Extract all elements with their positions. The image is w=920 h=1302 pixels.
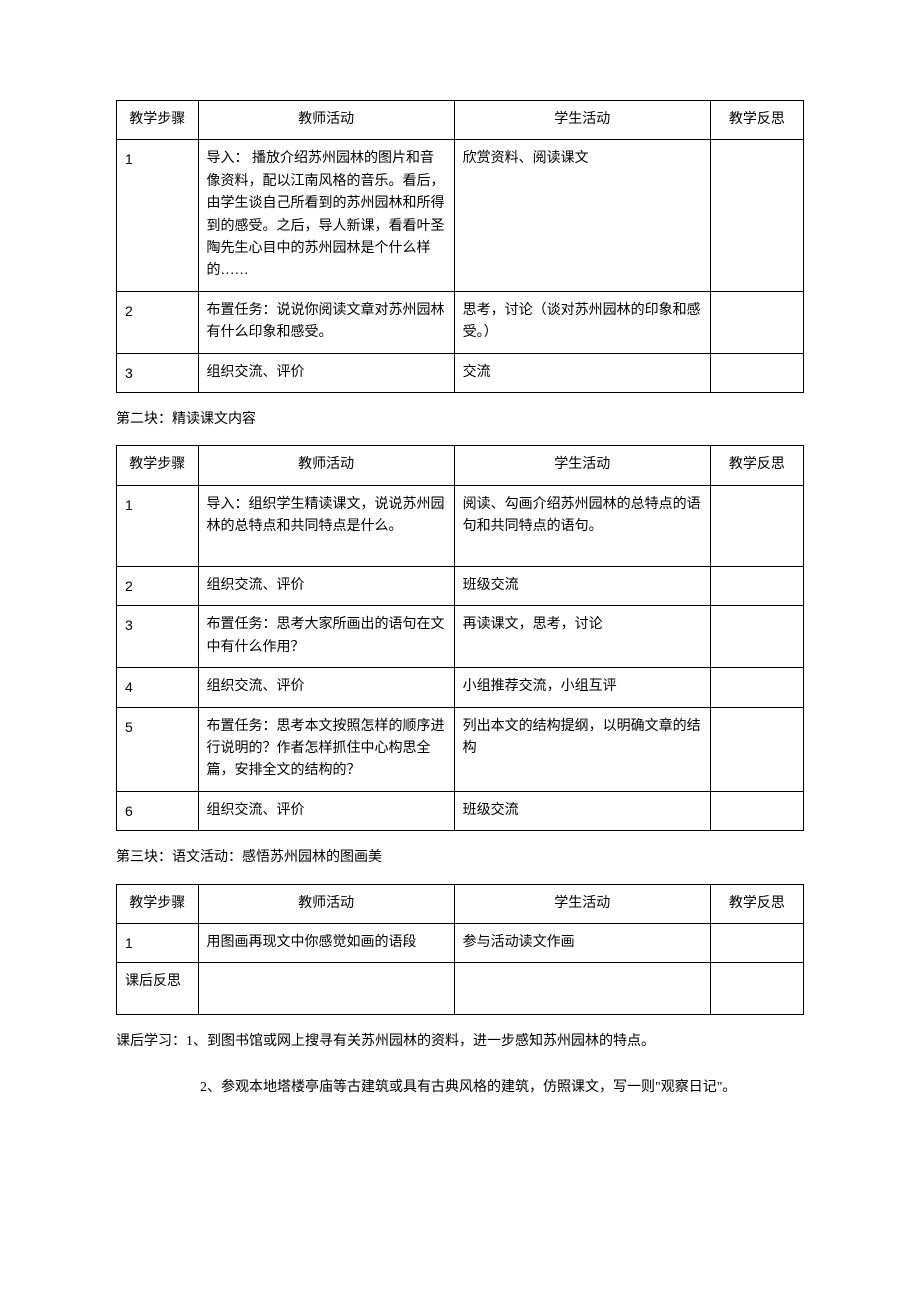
table-block-2: 教学步骤 教师活动 学生活动 教学反思 1 导入：组织学生精读课文，说说苏州园林… [116,445,804,831]
cell-step: 3 [117,353,199,392]
cell-teacher [198,963,454,1014]
table-row: 5 布置任务：思考本文按照怎样的顺序进行说明的？作者怎样抓住中心构思全篇，安排全… [117,707,804,791]
header-step: 教学步骤 [117,446,199,485]
header-student: 学生活动 [454,101,710,140]
cell-step: 1 [117,140,199,291]
cell-reflect [710,567,803,606]
header-teacher: 教师活动 [198,884,454,923]
table-row: 2 布置任务：说说你阅读文章对苏州园林有什么印象和感受。 思考，讨论（谈对苏州园… [117,291,804,353]
cell-reflect [710,291,803,353]
cell-teacher: 组织交流、评价 [198,668,454,707]
table-header-row: 教学步骤 教师活动 学生活动 教学反思 [117,446,804,485]
cell-step: 1 [117,485,199,566]
table-row: 1 用图画再现文中你感觉如画的语段 参与活动读文作画 [117,923,804,962]
cell-reflect [710,606,803,668]
cell-teacher: 布置任务：说说你阅读文章对苏州园林有什么印象和感受。 [198,291,454,353]
section-2-heading: 第二块：精读课文内容 [116,409,804,431]
cell-student: 小组推荐交流，小组互评 [454,668,710,707]
cell-student: 阅读、勾画介绍苏州园林的总特点的语句和共同特点的语句。 [454,485,710,566]
cell-reflect [710,485,803,566]
cell-step: 4 [117,668,199,707]
header-step: 教学步骤 [117,101,199,140]
cell-reflect [710,923,803,962]
cell-step: 3 [117,606,199,668]
header-reflect: 教学反思 [710,884,803,923]
post-study-1: 课后学习：1、到图书馆或网上搜寻有关苏州园林的资料，进一步感知苏州园林的特点。 [116,1031,804,1053]
cell-step: 5 [117,707,199,791]
cell-reflect [710,791,803,830]
cell-reflect [710,353,803,392]
cell-step: 2 [117,291,199,353]
cell-student [454,963,710,1014]
header-reflect: 教学反思 [710,446,803,485]
cell-reflect [710,140,803,291]
cell-student: 思考，讨论（谈对苏州园林的印象和感受。） [454,291,710,353]
cell-reflect [710,963,803,1014]
cell-teacher: 布置任务：思考大家所画出的语句在文中有什么作用？ [198,606,454,668]
table-row: 1 导入：组织学生精读课文，说说苏州园林的总特点和共同特点是什么。 阅读、勾画介… [117,485,804,566]
cell-student: 班级交流 [454,791,710,830]
table-header-row: 教学步骤 教师活动 学生活动 教学反思 [117,884,804,923]
cell-step: 1 [117,923,199,962]
header-teacher: 教师活动 [198,446,454,485]
header-step: 教学步骤 [117,884,199,923]
table-row: 4 组织交流、评价 小组推荐交流，小组互评 [117,668,804,707]
cell-step: 2 [117,567,199,606]
cell-student: 列出本文的结构提纲，以明确文章的结构 [454,707,710,791]
cell-step: 课后反思 [117,963,199,1014]
section-3-heading: 第三块：语文活动：感悟苏州园林的图画美 [116,847,804,869]
cell-reflect [710,668,803,707]
cell-student: 交流 [454,353,710,392]
header-student: 学生活动 [454,446,710,485]
cell-teacher: 布置任务：思考本文按照怎样的顺序进行说明的？作者怎样抓住中心构思全篇，安排全文的… [198,707,454,791]
cell-reflect [710,707,803,791]
cell-teacher: 组织交流、评价 [198,791,454,830]
table-header-row: 教学步骤 教师活动 学生活动 教学反思 [117,101,804,140]
table-row: 2 组织交流、评价 班级交流 [117,567,804,606]
cell-student: 班级交流 [454,567,710,606]
cell-student: 再读课文，思考，讨论 [454,606,710,668]
cell-student: 欣赏资料、阅读课文 [454,140,710,291]
cell-teacher: 导入：组织学生精读课文，说说苏州园林的总特点和共同特点是什么。 [198,485,454,566]
table-block-3: 教学步骤 教师活动 学生活动 教学反思 1 用图画再现文中你感觉如画的语段 参与… [116,884,804,1015]
table-block-1: 教学步骤 教师活动 学生活动 教学反思 1 导入： 播放介绍苏州园林的图片和音像… [116,100,804,393]
cell-step: 6 [117,791,199,830]
cell-teacher: 导入： 播放介绍苏州园林的图片和音像资料，配以江南风格的音乐。看后，由学生谈自己… [198,140,454,291]
cell-teacher: 用图画再现文中你感觉如画的语段 [198,923,454,962]
table-row: 1 导入： 播放介绍苏州园林的图片和音像资料，配以江南风格的音乐。看后，由学生谈… [117,140,804,291]
header-reflect: 教学反思 [710,101,803,140]
table-row: 课后反思 [117,963,804,1014]
table-row: 3 组织交流、评价 交流 [117,353,804,392]
header-teacher: 教师活动 [198,101,454,140]
post-study-2: 2、参观本地塔楼亭庙等古建筑或具有古典风格的建筑，仿照课文，写一则"观察日记"。 [200,1077,804,1099]
table-row: 6 组织交流、评价 班级交流 [117,791,804,830]
cell-teacher: 组织交流、评价 [198,353,454,392]
table-row: 3 布置任务：思考大家所画出的语句在文中有什么作用？ 再读课文，思考，讨论 [117,606,804,668]
cell-teacher: 组织交流、评价 [198,567,454,606]
header-student: 学生活动 [454,884,710,923]
cell-student: 参与活动读文作画 [454,923,710,962]
